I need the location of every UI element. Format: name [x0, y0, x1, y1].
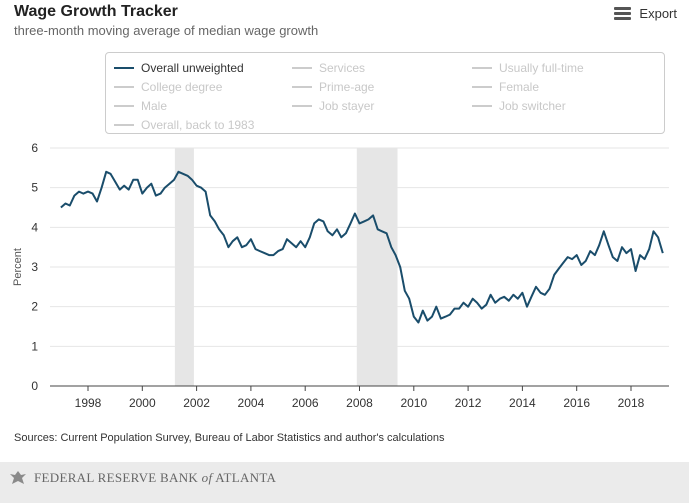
x-tick-label: 1998 [75, 396, 102, 410]
bank-logo: FEDERAL RESERVE BANK of ATLANTA [8, 468, 276, 488]
export-button[interactable]: Export [614, 6, 677, 21]
legend: Overall unweighted Services Usually full-t… [105, 52, 665, 134]
export-label: Export [639, 6, 677, 21]
legend-swatch [114, 86, 134, 88]
legend-item-job-switcher[interactable]: Job switcher [472, 99, 566, 113]
legend-label: Job switcher [499, 99, 566, 113]
legend-swatch [292, 105, 312, 107]
legend-item-services[interactable]: Services [292, 61, 365, 75]
legend-item-male[interactable]: Male [114, 99, 167, 113]
x-tick-label: 2008 [346, 396, 373, 410]
x-tick-label: 2014 [509, 396, 536, 410]
y-tick-label: 3 [31, 260, 38, 274]
legend-swatch [472, 105, 492, 107]
series-line [60, 170, 664, 324]
x-tick-label: 2004 [238, 396, 265, 410]
y-tick-label: 0 [31, 379, 38, 393]
legend-label: Female [499, 80, 540, 94]
legend-label: Usually full-time [499, 61, 584, 75]
y-tick-label: 6 [31, 141, 38, 155]
legend-item-overall-unweighted[interactable]: Overall unweighted [114, 61, 244, 75]
legend-item-usually-full-time[interactable]: Usually full-time [472, 61, 584, 75]
bank-name: FEDERAL RESERVE BANK of ATLANTA [34, 470, 277, 485]
line-chart: 0 1 2 3 4 5 6 1998 2000 2002 2004 2006 2008 2010 2012 2… [12, 141, 669, 410]
chart-subtitle: three-month moving average of median wag… [14, 23, 319, 38]
legend-swatch [114, 124, 134, 126]
legend-item-college-degree[interactable]: College degree [114, 80, 222, 94]
y-tick-label: 2 [31, 300, 38, 314]
legend-label: Services [319, 61, 366, 75]
legend-label: Overall unweighted [141, 61, 244, 75]
x-tick-label: 2000 [129, 396, 156, 410]
x-tick-label: 2002 [183, 396, 210, 410]
x-tick-label: 2006 [292, 396, 319, 410]
legend-label: Male [141, 99, 168, 113]
x-tick-label: 2010 [400, 396, 427, 410]
chart-title: Wage Growth Tracker [14, 3, 178, 20]
legend-swatch [292, 86, 312, 88]
y-axis-label: Percent [12, 248, 24, 286]
legend-label: Prime-age [319, 80, 375, 94]
x-tick-label: 2016 [563, 396, 590, 410]
menu-icon [614, 7, 632, 20]
legend-item-female[interactable]: Female [472, 80, 539, 94]
legend-swatch [114, 105, 134, 107]
legend-label: Overall, back to 1983 [141, 118, 255, 132]
footer-bar: FEDERAL RESERVE BANK of ATLANTA [0, 462, 689, 503]
legend-swatch [472, 86, 492, 88]
legend-swatch [114, 67, 134, 69]
y-tick-label: 1 [31, 339, 38, 353]
legend-item-prime-age[interactable]: Prime-age [292, 80, 374, 94]
y-tick-label: 4 [31, 220, 38, 234]
eagle-icon [10, 471, 26, 484]
y-tick-label: 5 [31, 181, 38, 195]
legend-label: College degree [141, 80, 223, 94]
sources-note: Sources: Current Population Survey, Bure… [14, 432, 445, 444]
legend-item-overall-back-to-1983[interactable]: Overall, back to 1983 [114, 118, 254, 132]
legend-swatch [472, 67, 492, 69]
legend-swatch [292, 67, 312, 69]
legend-label: Job stayer [319, 99, 375, 113]
legend-item-job-stayer[interactable]: Job stayer [292, 99, 374, 113]
x-tick-label: 2012 [455, 396, 482, 410]
x-tick-label: 2018 [618, 396, 645, 410]
